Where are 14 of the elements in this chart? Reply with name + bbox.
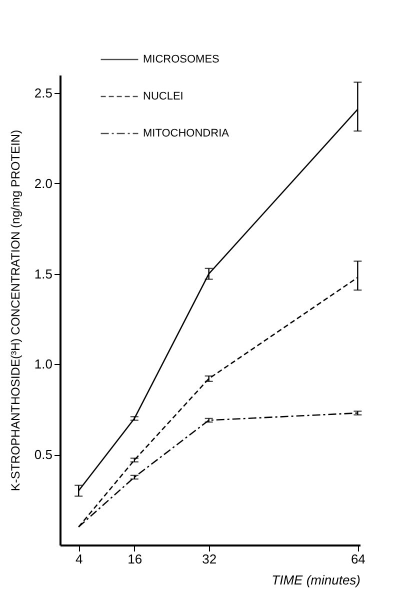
- y-tick-label: 2.5: [34, 86, 52, 101]
- legend-label: MITOCHONDRIA: [143, 128, 230, 140]
- y-tick-label: 1.5: [34, 266, 52, 282]
- x-tick-label: 64: [350, 552, 366, 566]
- x-axis-title: TIME (minutes): [272, 572, 360, 588]
- y-tick-label: 1.0: [34, 356, 52, 372]
- x-tick-label: 32: [202, 552, 217, 566]
- y-tick-label: 0.5: [34, 447, 52, 462]
- x-tick-label: 16: [128, 552, 142, 566]
- x-tick-label: 4: [75, 552, 83, 566]
- y-axis-title: K-STROPHANTHOSIDE(³H) CONCENTRATION (ng/mg PROTEIN): [8, 130, 22, 492]
- legend-label: NUCLEI: [143, 90, 184, 102]
- y-tick-label: 2.0: [34, 176, 52, 191]
- legend-label: MICROSOMES: [143, 54, 220, 66]
